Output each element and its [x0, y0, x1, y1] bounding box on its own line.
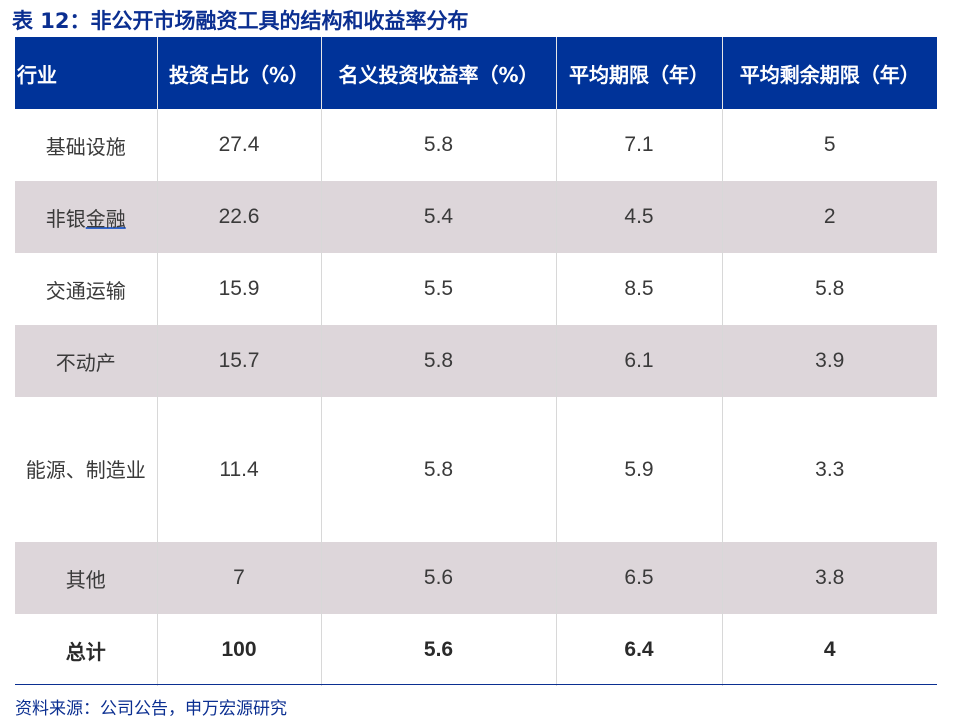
- cell-yield: 5.8: [320, 109, 556, 181]
- cell-industry-underlined: 金融: [85, 206, 126, 231]
- cell-yield: 5.5: [320, 253, 556, 325]
- cell-industry: 基础设施: [15, 109, 157, 181]
- cell-share: 27.4: [156, 109, 321, 181]
- header-share: 投资占比（%）: [156, 37, 321, 109]
- cell-remaining: 5.8: [721, 253, 937, 325]
- cell-remaining: 2: [721, 181, 937, 253]
- cell-industry: 交通运输: [15, 253, 157, 325]
- cell-yield: 5.4: [320, 181, 556, 253]
- table-header-row: 行业 投资占比（%） 名义投资收益率（%） 平均期限（年） 平均剩余期限（年）: [15, 37, 937, 109]
- table-row: 非银金融 22.6 5.4 4.5 2: [15, 181, 937, 253]
- cell-industry-wrapped: 能源、制造业: [25, 457, 146, 482]
- source-note: 资料来源：公司公告，申万宏源研究: [15, 699, 287, 719]
- table-row: 交通运输 15.9 5.5 8.5 5.8: [15, 253, 937, 325]
- cell-industry: 其他: [15, 542, 157, 614]
- header-remaining: 平均剩余期限（年）: [721, 37, 937, 109]
- header-yield: 名义投资收益率（%）: [320, 37, 556, 109]
- table-row: 不动产 15.7 5.8 6.1 3.9: [15, 325, 937, 397]
- cell-share: 11.4: [156, 397, 321, 542]
- cell-term: 8.5: [555, 253, 722, 325]
- cell-term: 4.5: [555, 181, 722, 253]
- cell-yield: 5.8: [320, 325, 556, 397]
- cell-yield: 5.6: [320, 542, 556, 614]
- cell-industry: 不动产: [15, 325, 157, 397]
- table-row: 基础设施 27.4 5.8 7.1 5: [15, 109, 937, 181]
- cell-remaining: 5: [721, 109, 937, 181]
- total-term: 6.4: [555, 614, 722, 686]
- table-row: 能源、制造业 11.4 5.8 5.9 3.3: [15, 397, 937, 542]
- total-label: 总计: [15, 614, 157, 686]
- table-total-row: 总计 100 5.6 6.4 4: [15, 614, 937, 686]
- cell-industry: 非银金融: [15, 181, 157, 253]
- cell-term: 5.9: [555, 397, 722, 542]
- cell-share: 15.7: [156, 325, 321, 397]
- total-yield: 5.6: [320, 614, 556, 686]
- cell-term: 6.1: [555, 325, 722, 397]
- cell-share: 22.6: [156, 181, 321, 253]
- cell-remaining: 3.9: [721, 325, 937, 397]
- cell-remaining: 3.3: [721, 397, 937, 542]
- footer-divider: [15, 684, 937, 685]
- table-title: 表 12：非公开市场融资工具的结构和收益率分布: [12, 9, 469, 33]
- cell-share: 15.9: [156, 253, 321, 325]
- header-industry: 行业: [15, 37, 157, 109]
- table-row: 其他 7 5.6 6.5 3.8: [15, 542, 937, 614]
- total-remaining: 4: [721, 614, 937, 686]
- data-table: 行业 投资占比（%） 名义投资收益率（%） 平均期限（年） 平均剩余期限（年） …: [15, 37, 937, 686]
- cell-term: 7.1: [555, 109, 722, 181]
- cell-remaining: 3.8: [721, 542, 937, 614]
- cell-share: 7: [156, 542, 321, 614]
- header-term: 平均期限（年）: [555, 37, 722, 109]
- cell-term: 6.5: [555, 542, 722, 614]
- cell-yield: 5.8: [320, 397, 556, 542]
- cell-industry-part: 非银: [45, 206, 86, 231]
- cell-industry: 能源、制造业: [15, 397, 157, 542]
- total-share: 100: [156, 614, 321, 686]
